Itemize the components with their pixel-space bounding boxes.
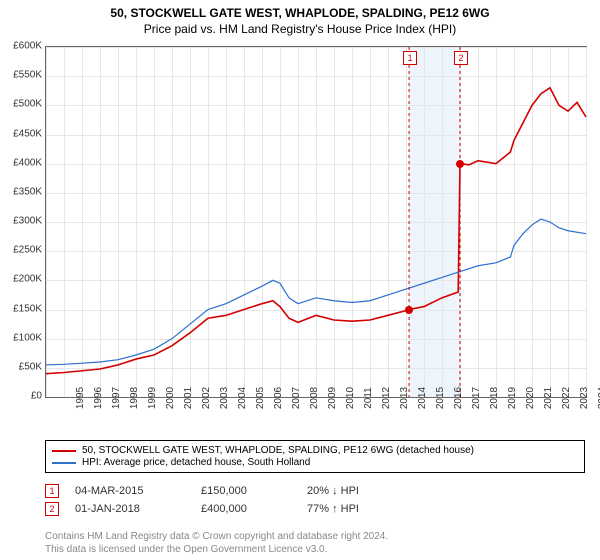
gridline-v xyxy=(586,47,587,397)
legend-item: 50, STOCKWELL GATE WEST, WHAPLODE, SPALD… xyxy=(52,445,578,456)
sale-marker-icon: 1 xyxy=(45,484,59,498)
series-line xyxy=(46,219,586,365)
ytick-label: £150K xyxy=(2,303,42,314)
ytick-label: £300K xyxy=(2,216,42,227)
ytick-label: £0 xyxy=(2,391,42,402)
chart-subtitle: Price paid vs. HM Land Registry's House … xyxy=(0,20,600,42)
legend-swatch xyxy=(52,450,76,452)
ytick-label: £550K xyxy=(2,70,42,81)
sale-date: 01-JAN-2018 xyxy=(65,503,195,515)
ytick-label: £600K xyxy=(2,41,42,52)
chart-title: 50, STOCKWELL GATE WEST, WHAPLODE, SPALD… xyxy=(0,0,600,20)
legend-box: 50, STOCKWELL GATE WEST, WHAPLODE, SPALD… xyxy=(45,440,585,473)
sale-row: 2 01-JAN-2018 £400,000 77% ↑ HPI xyxy=(45,502,585,516)
sale-marker-box: 2 xyxy=(454,51,468,65)
legend-label: 50, STOCKWELL GATE WEST, WHAPLODE, SPALD… xyxy=(82,445,474,456)
ytick-label: £400K xyxy=(2,157,42,168)
footer-line-1: Contains HM Land Registry data © Crown c… xyxy=(45,530,585,543)
ytick-label: £450K xyxy=(2,128,42,139)
footer-text: Contains HM Land Registry data © Crown c… xyxy=(45,530,585,556)
sale-marker-box: 1 xyxy=(403,51,417,65)
sale-delta: 77% ↑ HPI xyxy=(307,503,407,515)
sale-delta: 20% ↓ HPI xyxy=(307,485,407,497)
sale-price: £150,000 xyxy=(201,485,301,497)
ytick-label: £200K xyxy=(2,274,42,285)
plot-area: 12 xyxy=(45,46,587,398)
sales-table: 1 04-MAR-2015 £150,000 20% ↓ HPI 2 01-JAN-201… xyxy=(45,480,585,520)
chart-container: 50, STOCKWELL GATE WEST, WHAPLODE, SPALD… xyxy=(0,0,600,560)
footer-line-2: This data is licensed under the Open Gov… xyxy=(45,543,585,556)
sale-date: 04-MAR-2015 xyxy=(65,485,195,497)
legend-item: HPI: Average price, detached house, Sout… xyxy=(52,457,578,468)
legend-swatch xyxy=(52,462,76,464)
legend-label: HPI: Average price, detached house, Sout… xyxy=(82,457,310,468)
sale-point-dot xyxy=(456,160,464,168)
sale-row: 1 04-MAR-2015 £150,000 20% ↓ HPI xyxy=(45,484,585,498)
sale-price: £400,000 xyxy=(201,503,301,515)
ytick-label: £250K xyxy=(2,245,42,256)
xtick-label: 2025 xyxy=(585,387,600,409)
sale-marker-icon: 2 xyxy=(45,502,59,516)
ytick-label: £500K xyxy=(2,99,42,110)
line-layer xyxy=(46,47,586,397)
series-line xyxy=(46,88,586,374)
ytick-label: £350K xyxy=(2,186,42,197)
ytick-label: £100K xyxy=(2,332,42,343)
ytick-label: £50K xyxy=(2,361,42,372)
sale-point-dot xyxy=(405,306,413,314)
